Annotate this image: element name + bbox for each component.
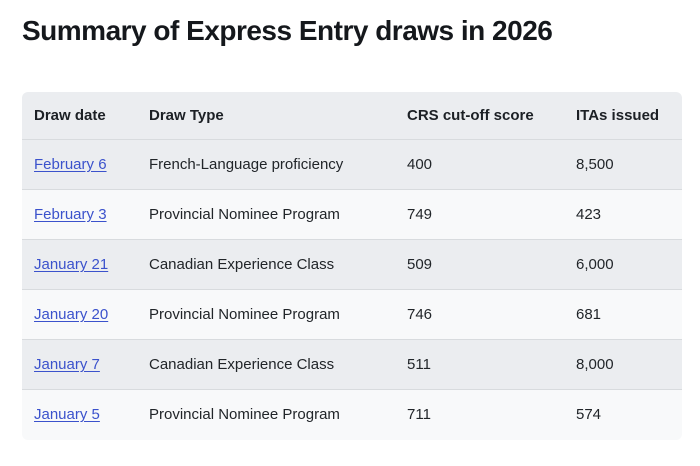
table-row: February 6 French-Language proficiency 4… [22, 139, 682, 190]
draw-type-cell: French-Language proficiency [137, 139, 395, 190]
table-row: February 3 Provincial Nominee Program 74… [22, 189, 682, 240]
draw-date-link[interactable]: January 5 [34, 406, 100, 424]
draw-date-cell: February 6 [22, 139, 137, 190]
table-row: January 7 Canadian Experience Class 511 … [22, 339, 682, 390]
itas-issued-cell: 8,500 [564, 139, 682, 190]
page: Summary of Express Entry draws in 2026 D… [22, 15, 682, 440]
column-header-itas-issued: ITAs issued [564, 91, 682, 140]
itas-issued-cell: 6,000 [564, 239, 682, 290]
column-header-draw-type: Draw Type [137, 91, 395, 140]
crs-cutoff-cell: 749 [395, 189, 564, 240]
draw-type-cell: Canadian Experience Class [137, 339, 395, 390]
draw-type-cell: Provincial Nominee Program [137, 189, 395, 240]
column-header-crs-cutoff: CRS cut-off score [395, 91, 564, 140]
draw-date-cell: January 20 [22, 289, 137, 340]
itas-issued-cell: 423 [564, 189, 682, 240]
draw-date-cell: February 3 [22, 189, 137, 240]
draw-date-link[interactable]: February 3 [34, 206, 107, 224]
crs-cutoff-cell: 746 [395, 289, 564, 340]
itas-issued-cell: 574 [564, 389, 682, 440]
draw-date-cell: January 5 [22, 389, 137, 440]
table-row: January 5 Provincial Nominee Program 711… [22, 389, 682, 440]
table-row: January 21 Canadian Experience Class 509… [22, 239, 682, 290]
draw-type-cell: Provincial Nominee Program [137, 289, 395, 340]
draw-date-link[interactable]: January 20 [34, 306, 109, 324]
crs-cutoff-cell: 711 [395, 389, 564, 440]
draw-date-link[interactable]: February 6 [34, 156, 107, 174]
column-header-draw-date: Draw date [22, 91, 137, 140]
draw-type-cell: Canadian Experience Class [137, 239, 395, 290]
draw-type-cell: Provincial Nominee Program [137, 389, 395, 440]
express-entry-draws-table: Draw date Draw Type CRS cut-off score IT… [22, 91, 682, 440]
draw-date-cell: January 21 [22, 239, 137, 290]
draw-date-link[interactable]: January 21 [34, 256, 109, 274]
draw-date-cell: January 7 [22, 339, 137, 390]
draws-table-container: Draw date Draw Type CRS cut-off score IT… [22, 91, 682, 440]
table-header-row: Draw date Draw Type CRS cut-off score IT… [22, 91, 682, 140]
crs-cutoff-cell: 400 [395, 139, 564, 190]
table-row: January 20 Provincial Nominee Program 74… [22, 289, 682, 340]
crs-cutoff-cell: 511 [395, 339, 564, 390]
itas-issued-cell: 681 [564, 289, 682, 340]
draw-date-link[interactable]: January 7 [34, 356, 100, 374]
crs-cutoff-cell: 509 [395, 239, 564, 290]
itas-issued-cell: 8,000 [564, 339, 682, 390]
page-title: Summary of Express Entry draws in 2026 [22, 15, 553, 46]
